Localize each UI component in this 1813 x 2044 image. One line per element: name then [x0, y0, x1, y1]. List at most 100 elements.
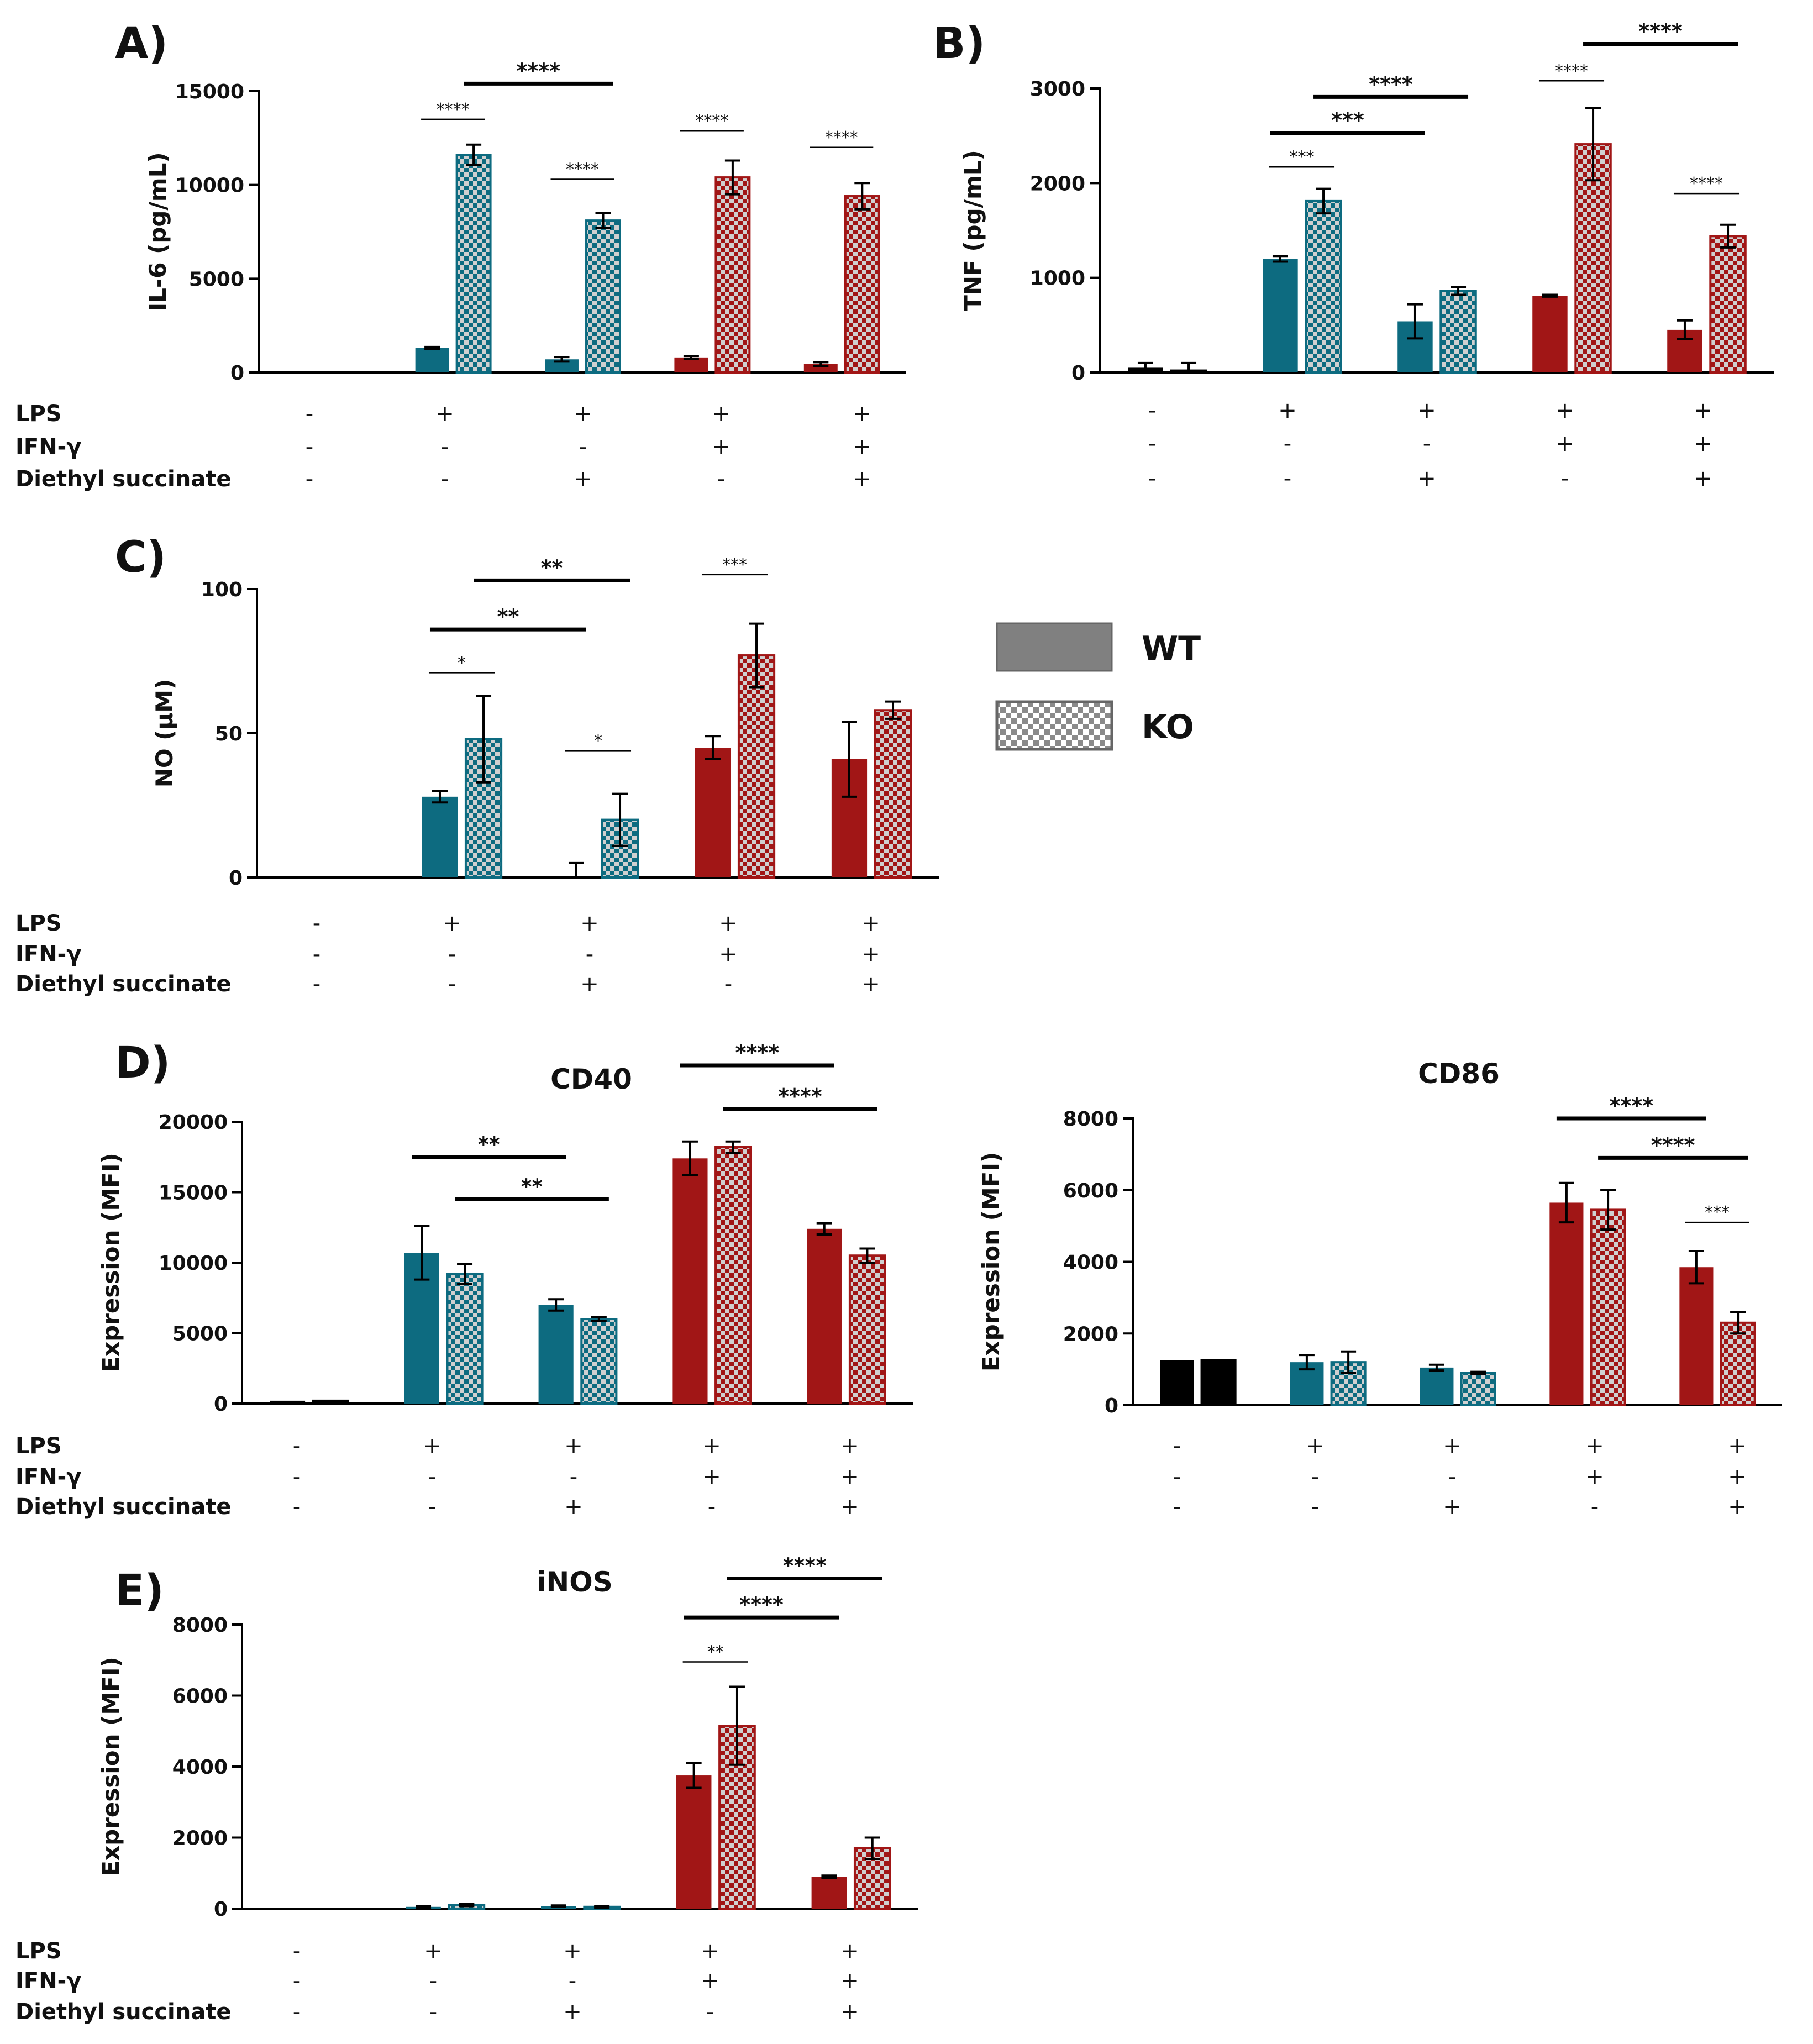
condition-symbol: -	[428, 1464, 436, 1490]
error-bar	[1585, 107, 1601, 182]
condition-symbol: -	[293, 1464, 301, 1490]
bar-ko	[1460, 1372, 1496, 1407]
bar-wt	[415, 348, 449, 372]
significance: ****	[1313, 72, 1469, 99]
significance: ****	[1556, 1094, 1706, 1121]
panel-letter: C)	[115, 533, 166, 582]
y-tick-label: 0	[214, 1393, 228, 1416]
y-tick-label: 4000	[172, 1756, 228, 1779]
bar-wt	[1160, 1360, 1194, 1405]
significance-label: ****	[778, 1084, 822, 1108]
condition-symbol: -	[586, 942, 593, 967]
condition-symbol: -	[313, 942, 320, 967]
condition-symbol: +	[712, 401, 731, 427]
significance: *	[565, 731, 632, 752]
error-bar	[749, 622, 765, 689]
y-tick-label: 15000	[159, 1182, 228, 1205]
condition-symbol: -	[306, 434, 313, 460]
panel-d2: CD86 0 2000 4000 6000 8000 Expression (MFI) ***…	[978, 1058, 1782, 1520]
condition-symbol: +	[861, 971, 880, 997]
y-tick-label: 3000	[1030, 78, 1085, 101]
bar-wt	[811, 1877, 847, 1909]
condition-symbol: -	[1148, 398, 1156, 423]
condition-symbol: -	[429, 1999, 437, 2025]
error-bar	[1688, 1250, 1704, 1285]
condition-symbol: -	[1284, 466, 1291, 491]
panel-title: CD86	[1418, 1058, 1500, 1090]
significance-label: **	[521, 1174, 543, 1199]
condition-symbol: +	[1278, 398, 1297, 423]
y-axis: 0 5000 10000 15000 IL-6 (pg/mL)	[144, 81, 906, 385]
y-axis-title: Expression (MFI)	[978, 1152, 1005, 1372]
error-bar	[459, 1903, 475, 1908]
condition-symbol: +	[701, 1968, 719, 1994]
condition-symbol: -	[313, 971, 320, 997]
y-axis-title: NO (µM)	[151, 679, 178, 788]
error-bar	[1600, 1189, 1616, 1231]
y-tick-label: 0	[1105, 1395, 1118, 1417]
condition-symbol: -	[717, 466, 725, 492]
error-bar	[686, 1762, 702, 1789]
bar-wt	[545, 359, 579, 372]
error-bar	[1720, 223, 1736, 249]
condition-symbol: +	[443, 911, 461, 936]
significance: ****	[680, 111, 744, 132]
panel-letter: B)	[933, 19, 985, 69]
condition-symbol: +	[563, 1999, 582, 2025]
condition-symbol: +	[702, 1464, 721, 1490]
significance: **	[682, 1642, 748, 1663]
y-axis: 0 50 100 NO (µM)	[151, 579, 939, 890]
significance-label: ****	[783, 1553, 827, 1578]
y-tick-label: 5000	[172, 1323, 228, 1346]
significance-label: ****	[437, 100, 470, 119]
condition-symbol: -	[293, 1999, 301, 2025]
error-bar	[813, 361, 829, 367]
condition-symbol: -	[293, 1433, 301, 1459]
error-bar	[729, 1685, 745, 1766]
error-bar	[724, 159, 740, 196]
panel-letter: E)	[115, 1566, 164, 1616]
condition-symbol: +	[840, 1433, 859, 1459]
significance-label: **	[541, 555, 563, 580]
error-bar	[1272, 255, 1288, 263]
significance: **	[474, 555, 630, 582]
condition-symbol: +	[1694, 466, 1712, 491]
condition-symbol: +	[1443, 1433, 1462, 1459]
error-bar	[821, 1874, 837, 1879]
condition-symbol: +	[1728, 1494, 1747, 1520]
significance-label: ****	[739, 1593, 784, 1617]
significance: **	[429, 605, 586, 632]
condition-symbol: +	[564, 1433, 583, 1459]
condition-label: Diethyl succinate	[15, 971, 232, 997]
condition-symbol: -	[1173, 1433, 1181, 1459]
legend-wt-label: WT	[1142, 629, 1201, 668]
significance-label: *	[594, 731, 602, 750]
significance-label: ***	[1705, 1203, 1730, 1222]
bar-ko	[714, 176, 751, 374]
condition-symbol: +	[853, 434, 871, 460]
significance-label: ****	[1369, 72, 1413, 96]
significance: ****	[1583, 19, 1738, 46]
condition-table: LPS - + + + + IFN-γ - - - + + Diethyl succinate - - + - +	[15, 911, 880, 997]
bar-ko	[585, 219, 621, 374]
condition-symbol: +	[1417, 398, 1436, 423]
condition-symbol: +	[1728, 1464, 1747, 1490]
significance-label: ***	[1331, 108, 1364, 133]
condition-symbol: -	[1311, 1494, 1319, 1520]
bar-ko	[714, 1146, 752, 1405]
condition-symbol: +	[719, 911, 738, 936]
legend-ko-label: KO	[1142, 708, 1194, 747]
significance: ****	[421, 100, 485, 120]
error-bar	[1677, 319, 1693, 341]
significance-label: ***	[1290, 148, 1315, 167]
panel-letter: A)	[115, 19, 168, 69]
condition-symbol: -	[293, 1938, 301, 1964]
y-tick-label: 8000	[1063, 1108, 1118, 1131]
significance: **	[412, 1132, 566, 1159]
panel-letter: D)	[115, 1038, 170, 1088]
condition-label: IFN-γ	[15, 1464, 82, 1490]
condition-symbol: -	[306, 466, 313, 492]
significance-label: ****	[1555, 61, 1588, 81]
bar-ko	[1709, 235, 1747, 374]
